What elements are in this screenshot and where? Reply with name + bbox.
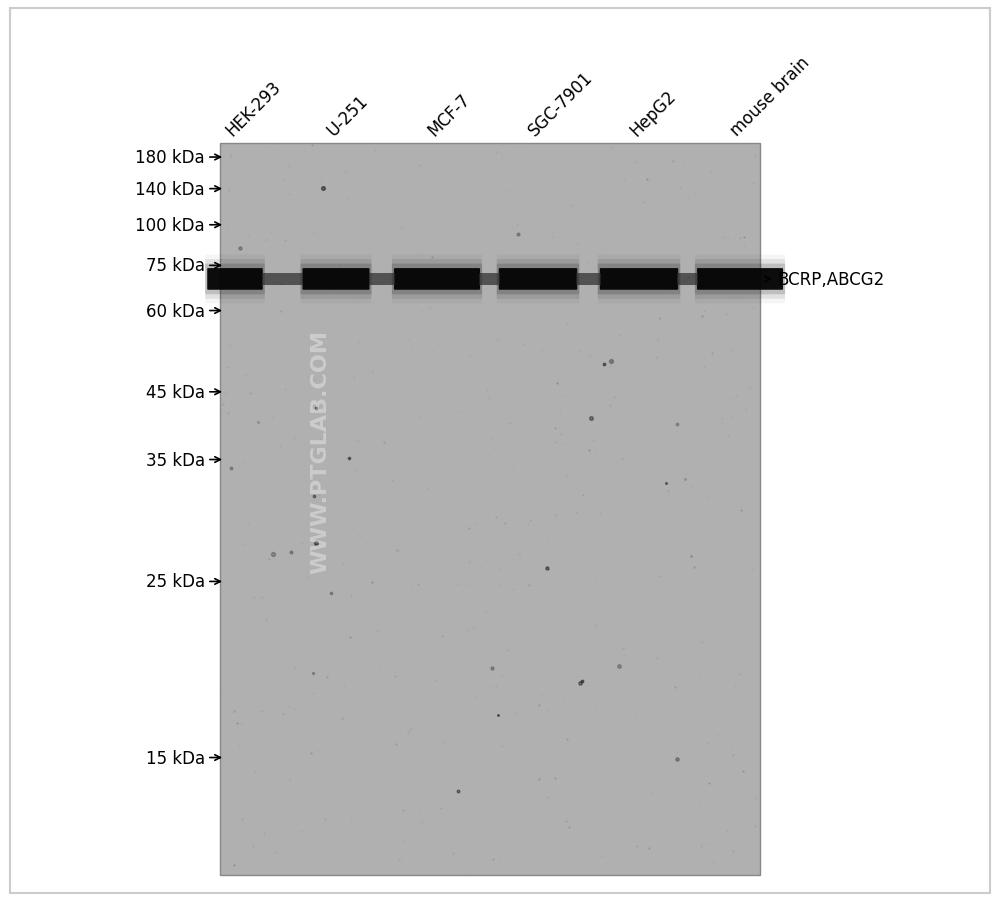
- FancyBboxPatch shape: [220, 144, 760, 875]
- FancyBboxPatch shape: [576, 273, 601, 286]
- Text: SGC-7901: SGC-7901: [525, 69, 597, 140]
- FancyBboxPatch shape: [600, 269, 678, 290]
- FancyBboxPatch shape: [677, 273, 698, 286]
- Text: 75 kDa: 75 kDa: [146, 257, 205, 275]
- Text: 60 kDa: 60 kDa: [146, 302, 205, 320]
- FancyBboxPatch shape: [302, 269, 370, 290]
- FancyBboxPatch shape: [392, 264, 482, 295]
- FancyBboxPatch shape: [697, 269, 783, 290]
- FancyBboxPatch shape: [598, 260, 680, 299]
- FancyBboxPatch shape: [207, 269, 263, 290]
- FancyBboxPatch shape: [300, 264, 372, 295]
- FancyBboxPatch shape: [479, 273, 500, 286]
- Text: HEK-293: HEK-293: [222, 78, 284, 140]
- FancyBboxPatch shape: [300, 260, 372, 299]
- FancyBboxPatch shape: [369, 273, 395, 286]
- FancyBboxPatch shape: [205, 264, 265, 295]
- Text: 45 kDa: 45 kDa: [146, 383, 205, 401]
- FancyBboxPatch shape: [205, 260, 265, 299]
- Text: 100 kDa: 100 kDa: [135, 216, 205, 235]
- Text: mouse brain: mouse brain: [727, 54, 813, 140]
- Text: WWW.PTGLAB.COM: WWW.PTGLAB.COM: [310, 329, 330, 573]
- FancyBboxPatch shape: [262, 273, 303, 286]
- Text: MCF-7: MCF-7: [424, 90, 474, 140]
- Text: U-251: U-251: [323, 92, 371, 140]
- Text: HepG2: HepG2: [626, 87, 679, 140]
- Text: 180 kDa: 180 kDa: [135, 149, 205, 167]
- FancyBboxPatch shape: [497, 264, 579, 295]
- FancyBboxPatch shape: [392, 260, 482, 299]
- Text: BCRP,ABCG2: BCRP,ABCG2: [777, 271, 884, 289]
- Text: 15 kDa: 15 kDa: [146, 749, 205, 767]
- FancyBboxPatch shape: [695, 264, 785, 295]
- FancyBboxPatch shape: [695, 260, 785, 299]
- FancyBboxPatch shape: [499, 269, 577, 290]
- FancyBboxPatch shape: [497, 260, 579, 299]
- FancyBboxPatch shape: [394, 269, 480, 290]
- Text: 140 kDa: 140 kDa: [135, 180, 205, 198]
- FancyBboxPatch shape: [598, 264, 680, 295]
- Text: 35 kDa: 35 kDa: [146, 451, 205, 469]
- Text: 25 kDa: 25 kDa: [146, 573, 205, 591]
